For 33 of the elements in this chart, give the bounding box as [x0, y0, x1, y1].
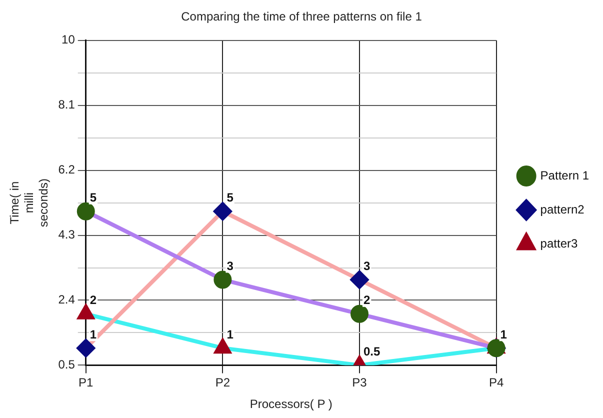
x-tick-label: P3	[352, 376, 368, 390]
y-tick-label: 6.2	[58, 162, 76, 177]
x-axis-title: Processors( P )	[250, 397, 332, 412]
data-label: 3	[226, 259, 234, 274]
y-tick-label: 2.4	[58, 292, 76, 307]
point	[350, 270, 368, 289]
chart-title: Comparing the time of three patterns on file 1	[181, 10, 422, 24]
data-label: 3	[363, 259, 370, 274]
point	[76, 202, 95, 220]
x-tick-label: P4	[488, 376, 504, 390]
data-label: 1	[226, 327, 234, 342]
x-tick-label: P2	[215, 376, 230, 390]
point	[214, 270, 232, 289]
data-label: 1	[500, 327, 508, 342]
point	[214, 202, 232, 220]
legend-label: patter3	[540, 236, 578, 250]
data-label: 0.5	[363, 344, 381, 359]
y-axis-title: Time( in milli seconds)	[8, 178, 50, 228]
x-tick-label: P1	[78, 376, 94, 390]
data-label: 2	[363, 293, 370, 308]
data-label: 2	[90, 293, 97, 308]
y-tick-label: 8.1	[58, 98, 76, 112]
legend-label: pattern2	[540, 202, 585, 216]
data-label: 1	[90, 327, 97, 342]
point	[350, 304, 368, 323]
y-tick-label: 10	[62, 32, 76, 47]
data-label: 5	[226, 190, 234, 205]
y-tick-label: 4.3	[58, 228, 76, 242]
point	[76, 339, 95, 358]
data-label: 5	[90, 190, 97, 205]
legend-label: Pattern 1	[540, 168, 590, 182]
y-tick-label: 0.5	[58, 358, 76, 372]
point	[214, 339, 231, 354]
